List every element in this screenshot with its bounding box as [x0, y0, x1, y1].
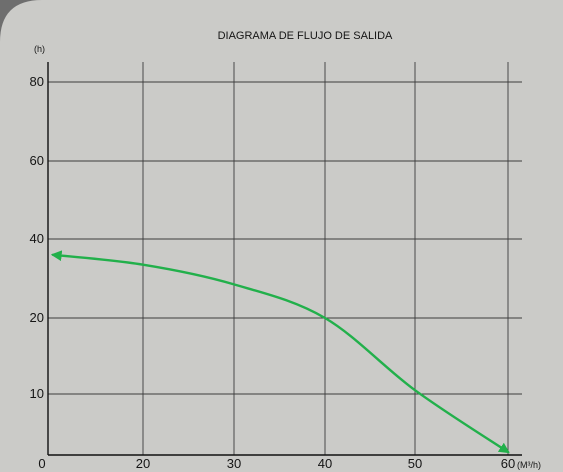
- x-tick-label: 50: [408, 456, 422, 471]
- y-tick-label: 60: [30, 153, 44, 168]
- data-point: [507, 451, 509, 453]
- data-point: [233, 283, 235, 286]
- x-tick-label: 30: [227, 456, 241, 471]
- series-points: [52, 254, 509, 453]
- data-point: [52, 254, 54, 256]
- data-point: [414, 389, 416, 392]
- series-curve: [50, 250, 510, 454]
- x-tick-label: 60: [501, 456, 515, 471]
- data-point: [324, 317, 326, 319]
- y-tick-label: 20: [30, 310, 44, 325]
- y-axis-label: (h): [34, 44, 45, 54]
- y-tick-labels: 80 60 40 20 10: [30, 74, 44, 401]
- x-axis-label: (M³/h): [517, 460, 541, 470]
- y-tick-label: 80: [30, 74, 44, 89]
- data-point: [142, 263, 144, 266]
- y-tick-label: 40: [30, 231, 44, 246]
- x-tick-label: 20: [136, 456, 150, 471]
- x-tick-labels: 0 20 30 40 50 60: [38, 456, 515, 471]
- x-tick-label: 40: [318, 456, 332, 471]
- y-tick-label: 10: [30, 386, 44, 401]
- x-tick-label: 0: [38, 456, 45, 471]
- chart-title: DIAGRAMA DE FLUJO DE SALIDA: [218, 30, 393, 42]
